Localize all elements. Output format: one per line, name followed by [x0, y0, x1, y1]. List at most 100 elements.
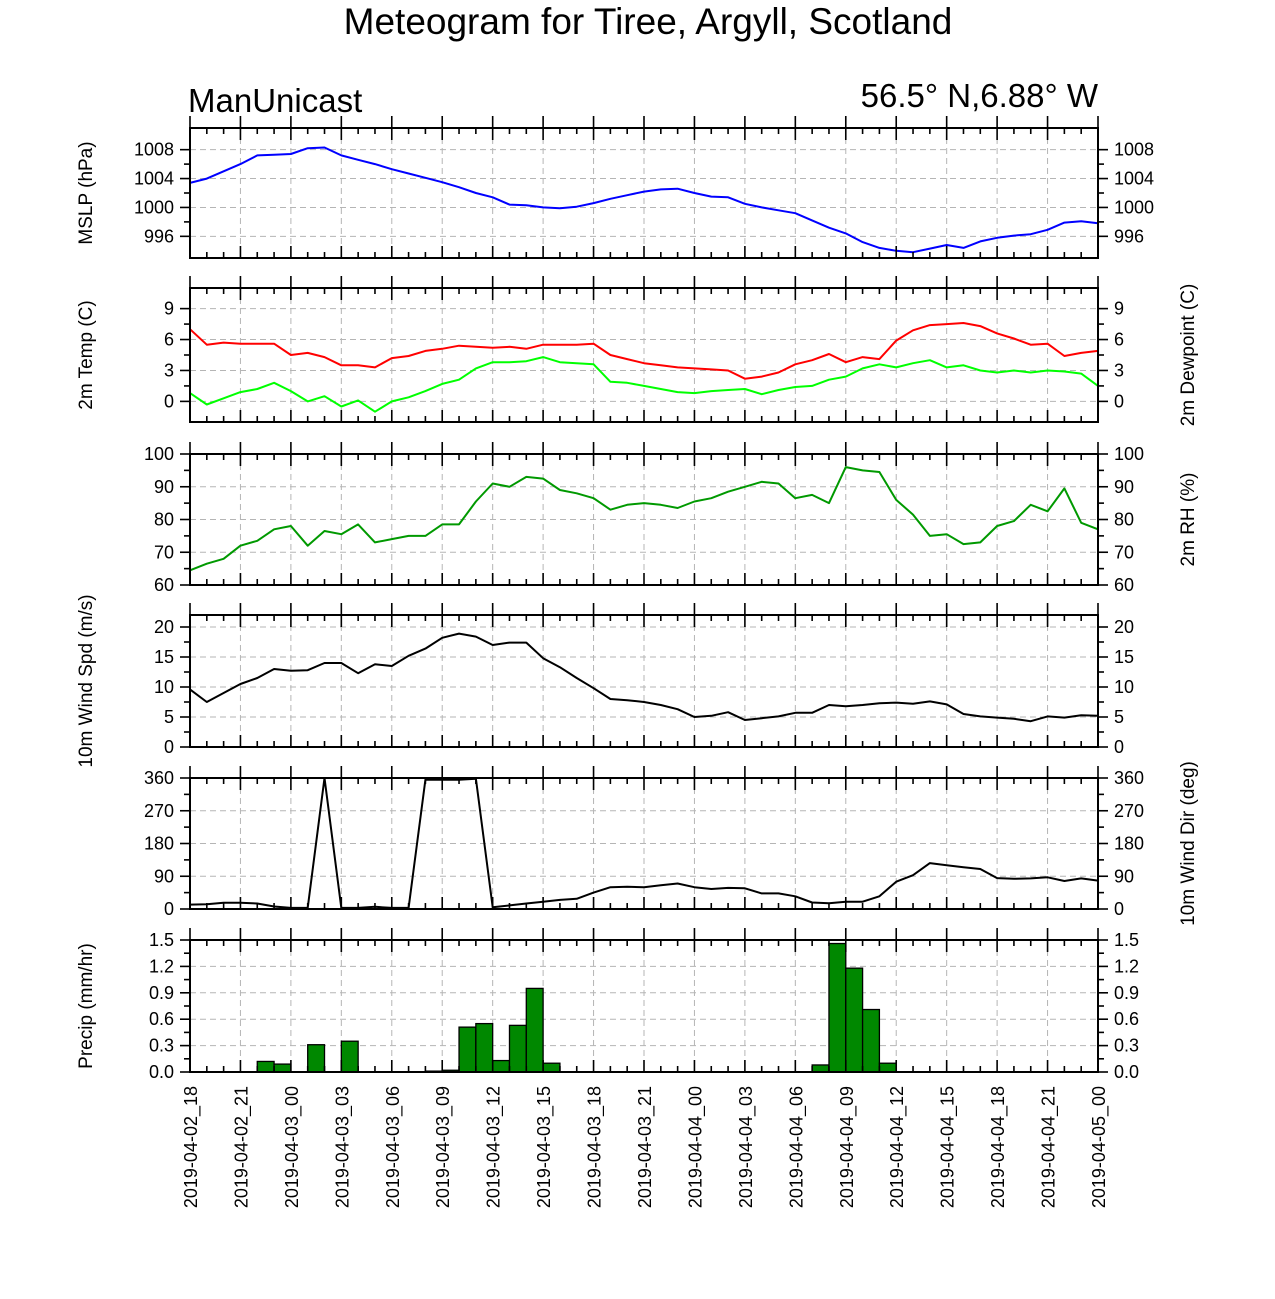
y-tick-label-left: 70	[154, 542, 174, 562]
y-tick-label-left: 60	[154, 575, 174, 595]
x-tick-label: 2019-04-03_06	[383, 1086, 404, 1208]
x-tick-label: 2019-04-03_18	[585, 1086, 606, 1208]
series-line-wind_speed-0	[189, 632, 1099, 723]
y-tick-label-left: 996	[144, 226, 174, 246]
y-tick-label-left: 1008	[134, 140, 174, 160]
y-tick-label-left: 1.2	[149, 956, 174, 976]
y-tick-label-right: 6	[1114, 330, 1124, 350]
y-tick-label-right: 80	[1114, 510, 1134, 530]
precip-bar	[828, 942, 847, 1073]
y-tick-label-right: 0	[1114, 899, 1124, 919]
model-label: ManUnicast	[188, 82, 362, 119]
y-tick-label-right: 0.3	[1114, 1036, 1139, 1056]
y-axis-label-right: 10m Wind Dir (deg)	[1178, 761, 1199, 926]
precip-bar	[340, 1040, 359, 1073]
location-label: 56.5° N,6.88° W	[861, 77, 1099, 114]
y-tick-label-right: 90	[1114, 477, 1134, 497]
y-axis-label-right: 2m Dewpoint (C)	[1178, 284, 1199, 427]
y-tick-label-left: 0	[164, 899, 174, 919]
y-tick-label-right: 9	[1114, 299, 1124, 319]
x-tick-label: 2019-04-04_00	[685, 1086, 706, 1208]
y-tick-label-right: 90	[1114, 866, 1134, 886]
x-tick-label: 2019-04-02_21	[231, 1086, 252, 1208]
precip-bar	[542, 1062, 561, 1073]
y-axis-label-left: Precip (mm/hr)	[76, 943, 97, 1069]
y-axis-label-right: 2m RH (%)	[1178, 473, 1199, 567]
y-tick-label-right: 270	[1114, 801, 1144, 821]
y-tick-label-left: 3	[164, 360, 174, 380]
y-tick-label-right: 1000	[1114, 197, 1154, 217]
y-tick-label-right: 996	[1114, 226, 1144, 246]
y-tick-label-right: 5	[1114, 707, 1124, 727]
y-tick-label-right: 0.6	[1114, 1009, 1139, 1029]
precip-bar	[458, 1026, 477, 1073]
y-tick-label-left: 1004	[134, 169, 174, 189]
x-tick-label: 2019-04-04_03	[736, 1086, 757, 1208]
y-tick-label-right: 1.5	[1114, 930, 1139, 950]
y-axis-label-left: 2m Temp (C)	[76, 300, 97, 409]
series-line-mslp-0	[189, 146, 1099, 254]
y-tick-label-right: 180	[1114, 834, 1144, 854]
series-line-temp-1	[189, 356, 1099, 413]
y-tick-label-right: 3	[1114, 360, 1124, 380]
y-tick-label-left: 20	[154, 617, 174, 637]
precip-bar	[878, 1062, 897, 1073]
x-tick-label: 2019-04-03_03	[332, 1086, 353, 1208]
y-tick-label-right: 0	[1114, 737, 1124, 757]
x-tick-label: 2019-04-04_15	[938, 1086, 959, 1208]
precip-bar	[256, 1060, 275, 1073]
y-tick-label-right: 1004	[1114, 169, 1154, 189]
series-line-rh-0	[189, 466, 1099, 572]
y-tick-label-right: 1.2	[1114, 956, 1139, 976]
y-tick-label-left: 0.0	[149, 1062, 174, 1082]
y-tick-label-left: 10	[154, 677, 174, 697]
y-tick-label-left: 1.5	[149, 930, 174, 950]
y-tick-label-left: 5	[164, 707, 174, 727]
y-tick-label-left: 100	[144, 444, 174, 464]
y-tick-label-right: 15	[1114, 647, 1134, 667]
precip-bar	[508, 1024, 527, 1073]
y-tick-label-left: 1000	[134, 197, 174, 217]
y-tick-label-right: 0.0	[1114, 1062, 1139, 1082]
precip-bar	[845, 967, 864, 1073]
chart-title: Meteogram for Tiree, Argyll, Scotland	[344, 1, 953, 42]
y-tick-label-left: 80	[154, 510, 174, 530]
x-tick-label: 2019-04-04_12	[887, 1086, 908, 1208]
y-tick-label-right: 0	[1114, 391, 1124, 411]
y-tick-label-right: 70	[1114, 542, 1134, 562]
panel-rh: 60 60 70 70 80 80 90 90 100 100 2m RH (%)	[144, 442, 1199, 595]
x-tick-label: 2019-04-03_15	[534, 1086, 555, 1208]
precip-bar	[273, 1063, 292, 1073]
series-line-temp-0	[189, 322, 1099, 380]
y-tick-label-right: 1008	[1114, 140, 1154, 160]
precip-bar	[811, 1064, 830, 1073]
y-tick-label-right: 60	[1114, 575, 1134, 595]
x-tick-label: 2019-04-04_09	[837, 1086, 858, 1208]
y-axis-label-left: 10m Wind Spd (m/s)	[76, 594, 97, 767]
panel-precip: 0.0 0.0 0.3 0.3 0.6 0.6 0.9 0.9 1.2 1.2 1.5 1.5 Prec…	[76, 928, 1139, 1082]
y-tick-label-left: 90	[154, 477, 174, 497]
y-tick-label-left: 9	[164, 299, 174, 319]
y-tick-label-left: 0.6	[149, 1009, 174, 1029]
x-axis: 2019-04-02_18 2019-04-02_21 2019-04-03_00 2…	[181, 1086, 1110, 1208]
x-tick-label: 2019-04-05_00	[1089, 1086, 1110, 1208]
x-tick-label: 2019-04-04_06	[786, 1086, 807, 1208]
y-tick-label-left: 0	[164, 391, 174, 411]
x-tick-label: 2019-04-04_18	[988, 1086, 1009, 1208]
y-tick-label-left: 6	[164, 330, 174, 350]
x-tick-label: 2019-04-03_09	[433, 1086, 454, 1208]
y-axis-label-left: MSLP (hPa)	[76, 141, 97, 244]
precip-bar	[861, 1008, 881, 1073]
x-tick-label: 2019-04-03_21	[635, 1086, 656, 1208]
y-tick-label-left: 0.3	[149, 1036, 174, 1056]
y-tick-label-left: 360	[144, 768, 174, 788]
x-tick-label: 2019-04-04_21	[1039, 1086, 1060, 1208]
y-tick-label-left: 270	[144, 801, 174, 821]
x-tick-label: 2019-04-03_12	[484, 1086, 505, 1208]
y-tick-label-right: 0.9	[1114, 983, 1139, 1003]
precip-bar	[492, 1059, 511, 1073]
y-tick-label-right: 10	[1114, 677, 1134, 697]
panel-wind_dir: 0 0 90 90 180 180 270 270 360 360 10m Wind Dir (de…	[144, 761, 1199, 926]
panel-mslp: 996 996 1000 1000 1004 1004 1008 1008 MSLP (hPa)	[76, 116, 1154, 259]
